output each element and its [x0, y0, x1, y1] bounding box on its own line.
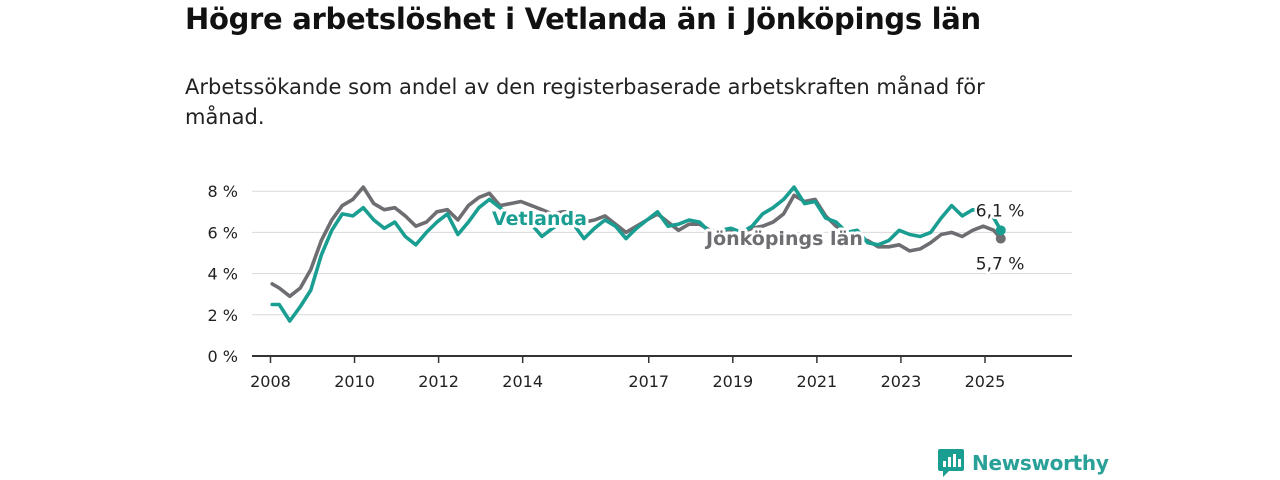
series-line-vetlanda: [270, 185, 1003, 323]
x-tick-label: 2017: [628, 372, 669, 391]
series-layer: [270, 185, 1006, 323]
chart-subtitle: Arbetssökande som andel av den registerb…: [185, 75, 985, 129]
x-tick-label: 2023: [881, 372, 922, 391]
series-label-vetlanda: Vetlanda: [492, 208, 587, 230]
chart-title: Högre arbetslöshet i Vetlanda än i Jönkö…: [185, 2, 981, 36]
series-line-jonkopings-lan: [270, 185, 1003, 299]
series-label-jonkopings-lan: Jönköpings län: [704, 228, 863, 250]
y-tick-label: 8 %: [208, 182, 238, 201]
series-labels: Vetlanda Jönköpings län 6,1 % 5,7 %: [489, 199, 1027, 277]
newsworthy-logo: Newsworthy: [937, 448, 1109, 478]
x-tick-label: 2010: [334, 372, 375, 391]
series-line-jonkopings-lan-end-point: [995, 233, 1006, 244]
x-ticks: 2008 2010 2012 2014 2017 2019 2021 2023 2025: [250, 356, 1005, 391]
y-tick-label: 6 %: [208, 223, 238, 242]
end-label-jonkopings-lan: 5,7 %: [976, 255, 1025, 275]
newsworthy-logo-text: Newsworthy: [972, 451, 1109, 475]
x-tick-label: 2019: [712, 372, 753, 391]
y-tick-labels: 0 % 2 % 4 % 6 % 8 %: [208, 182, 238, 366]
y-tick-label: 0 %: [208, 347, 238, 366]
y-tick-label: 4 %: [208, 265, 238, 284]
newsworthy-logo-icon: [938, 449, 964, 477]
x-tick-label: 2008: [250, 372, 291, 391]
x-tick-label: 2021: [797, 372, 838, 391]
x-tick-label: 2025: [965, 372, 1006, 391]
grid-layer: [252, 190, 1072, 357]
x-tick-label: 2012: [418, 372, 459, 391]
series-line-vetlanda-end-point: [995, 225, 1006, 236]
y-tick-label: 2 %: [208, 306, 238, 325]
x-tick-label: 2014: [502, 372, 543, 391]
end-label-vetlanda: 6,1 %: [976, 201, 1025, 221]
